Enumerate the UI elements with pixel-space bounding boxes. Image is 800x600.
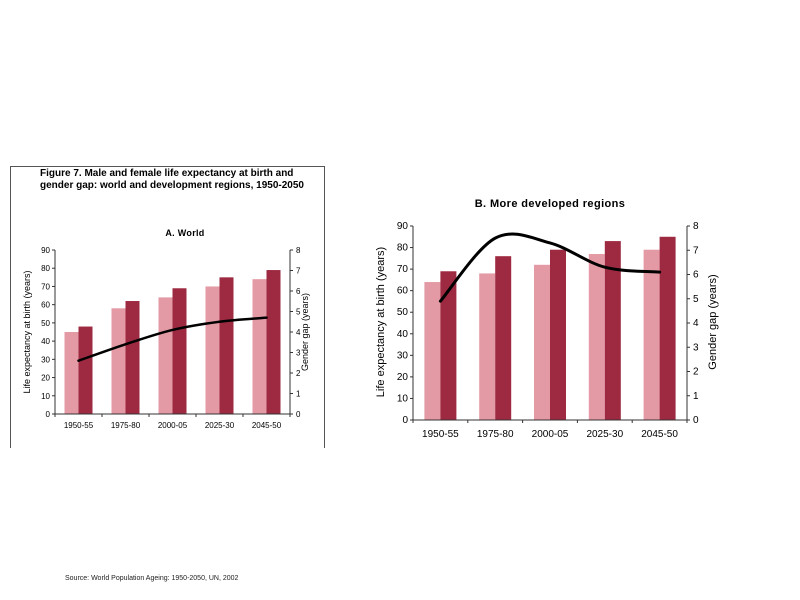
- x-tick-label: 2025-30: [586, 429, 623, 440]
- y2-tick-label: 6: [296, 287, 301, 296]
- y2-tick-label: 0: [693, 415, 699, 426]
- gender-gap-line: [438, 232, 662, 303]
- y-tick-label: 60: [41, 301, 50, 310]
- plot-area: 0 10 20 30 40 50 60 70 80 90 0 1 2 3 4 5 6 7 8 1950-55 1975-…: [397, 221, 699, 440]
- y-tick-label: 10: [41, 392, 50, 401]
- source-note: Source: World Population Ageing: 1950-20…: [65, 575, 239, 582]
- y2-tick-label: 6: [693, 270, 699, 281]
- y2-axis-label: Gender gap (years): [300, 293, 310, 371]
- y-axis-label: Life expectancy at birth (years): [375, 247, 387, 397]
- bar-female-2045-50: [659, 236, 676, 420]
- bar-female-2025-30: [604, 241, 621, 420]
- y-tick-label: 70: [41, 282, 50, 291]
- y-tick-label: 70: [397, 264, 409, 275]
- y-tick-label: 10: [397, 393, 409, 404]
- bar-female-2025-30: [219, 277, 234, 414]
- y2-tick-label: 2: [296, 369, 301, 378]
- y2-tick-label: 1: [693, 391, 699, 402]
- y-tick-label: 60: [397, 286, 409, 297]
- bar-male-2045-50: [252, 279, 267, 414]
- y2-tick-label: 8: [693, 221, 699, 232]
- bar-male-2045-50: [643, 249, 660, 420]
- y-tick-label: 0: [402, 415, 408, 426]
- y-tick-label: 90: [397, 221, 409, 232]
- figure-title: Figure 7. Male and female life expectanc…: [40, 168, 330, 192]
- y2-tick-label: 5: [296, 308, 301, 317]
- chart-world: A. World Life expectancy at birth (years…: [22, 228, 310, 430]
- y-tick-label: 50: [41, 319, 50, 328]
- y2-tick-label: 3: [296, 349, 301, 358]
- x-tick-label: 2025-30: [205, 421, 235, 430]
- x-tick-label: 1975-80: [111, 421, 141, 430]
- y2-tick-label: 4: [693, 318, 699, 329]
- figure-title-line-1: Figure 7. Male and female life expectanc…: [40, 168, 294, 179]
- bar-male-1975-80: [111, 308, 126, 414]
- y2-tick-label: 3: [693, 342, 699, 353]
- bar-female-1975-80: [495, 256, 512, 420]
- x-tick-label: 1950-55: [422, 429, 459, 440]
- bar-female-2000-05: [172, 288, 187, 414]
- y-tick-label: 50: [397, 307, 409, 318]
- y-tick-label: 30: [41, 355, 50, 364]
- y2-tick-label: 0: [296, 410, 301, 419]
- bar-male-2000-05: [158, 297, 173, 414]
- y2-tick-label: 7: [296, 267, 301, 276]
- y-tick-label: 30: [397, 350, 409, 361]
- figure-title-line-2: gender gap: world and development region…: [40, 180, 304, 191]
- y2-tick-label: 5: [693, 294, 699, 305]
- x-tick-label: 2045-50: [641, 429, 678, 440]
- x-tick-label: 1975-80: [477, 429, 514, 440]
- y-tick-label: 80: [41, 264, 50, 273]
- chart-title: B. More developed regions: [475, 198, 626, 210]
- bar-female-2045-50: [266, 270, 281, 414]
- y-tick-label: 40: [41, 337, 50, 346]
- y-axis-label: Life expectancy at birth (years): [22, 270, 32, 393]
- y-tick-label: 40: [397, 329, 409, 340]
- x-tick-label: 2000-05: [532, 429, 569, 440]
- bar-male-2025-30: [588, 254, 605, 420]
- bar-male-2000-05: [534, 264, 550, 420]
- y-tick-label: 90: [41, 246, 50, 255]
- bar-male-1975-80: [479, 273, 496, 420]
- y2-tick-label: 4: [296, 328, 301, 337]
- y2-axis-label: Gender gap (years): [707, 274, 719, 369]
- y2-tick-label: 2: [693, 367, 699, 378]
- x-tick-label: 2045-50: [252, 421, 282, 430]
- bar-female-1975-80: [125, 301, 140, 414]
- gender-gap-line: [77, 316, 268, 362]
- y-tick-label: 80: [397, 243, 409, 254]
- y2-tick-label: 8: [296, 246, 301, 255]
- x-tick-label: 1950-55: [64, 421, 94, 430]
- y-tick-label: 0: [46, 410, 51, 419]
- chart-more-developed-regions: B. More developed regions Life expectanc…: [375, 198, 719, 440]
- bar-female-1950-55: [78, 326, 93, 414]
- chart-title: A. World: [165, 228, 204, 238]
- x-tick-label: 2000-05: [158, 421, 188, 430]
- y-tick-label: 20: [397, 372, 409, 383]
- plot-area: 0 10 20 30 40 50 60 70 80 90 0 1 2 3 4 5 6 7 8 1950-55 1975-…: [41, 246, 301, 430]
- y2-tick-label: 1: [296, 390, 301, 399]
- bar-male-1950-55: [424, 282, 441, 420]
- y2-tick-label: 7: [693, 245, 699, 256]
- bar-male-2025-30: [205, 286, 220, 414]
- bar-female-1950-55: [440, 271, 457, 420]
- bar-female-2000-05: [550, 249, 566, 420]
- panel-a-frame: [10, 166, 325, 448]
- y-tick-label: 20: [41, 374, 50, 383]
- bar-male-1950-55: [64, 332, 79, 414]
